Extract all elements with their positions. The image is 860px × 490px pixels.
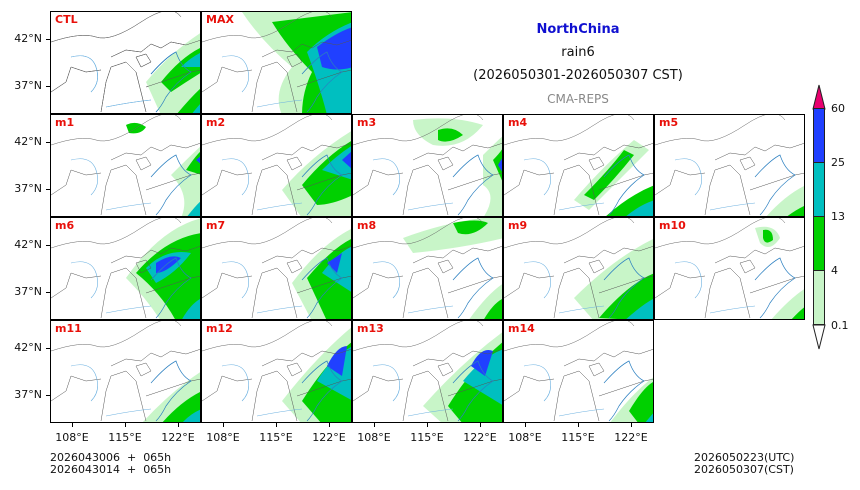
panel-m8: m8 — [352, 217, 503, 320]
xtick — [125, 423, 126, 427]
panel-m1: m1 — [50, 114, 201, 217]
panel-m2: m2 — [201, 114, 352, 217]
panel-m12: m12 — [201, 320, 352, 423]
xtick-label-108e: 108°E — [357, 431, 391, 444]
panel-ctl: CTL — [50, 11, 201, 114]
panel-label: m2 — [206, 116, 226, 129]
panel-max: MAX — [201, 11, 352, 114]
ytick — [46, 39, 50, 40]
xtick-label-115e: 115°E — [561, 431, 595, 444]
panel-label: m4 — [508, 116, 528, 129]
colorbar-segment-25-60 — [813, 108, 825, 163]
xtick-label-115e: 115°E — [108, 431, 142, 444]
panel-m4: m4 — [503, 114, 654, 217]
xtick — [178, 423, 179, 427]
init-time-1: 2026043006 + 065h — [50, 451, 172, 464]
panel-m13: m13 — [352, 320, 503, 423]
xtick — [276, 423, 277, 427]
ytick-label-42n: 42°N — [14, 135, 42, 148]
ytick — [46, 189, 50, 190]
panel-label: m6 — [55, 219, 75, 232]
panel-m9: m9 — [503, 217, 654, 320]
panel-label: m13 — [357, 322, 384, 335]
xtick-label-108e: 108°E — [508, 431, 542, 444]
ytick-label-37n: 37°N — [14, 388, 42, 401]
colorbar-label: 0.1 — [831, 319, 849, 332]
xtick — [427, 423, 428, 427]
xtick — [525, 423, 526, 427]
model-label: CMA-REPS — [547, 92, 609, 106]
xtick — [631, 423, 632, 427]
xtick — [374, 423, 375, 427]
xtick — [578, 423, 579, 427]
ytick-label-42n: 42°N — [14, 238, 42, 251]
panel-label: m5 — [659, 116, 679, 129]
colorbar-segment-13-25 — [813, 162, 825, 217]
xtick-label-108e: 108°E — [55, 431, 89, 444]
chart-title: NorthChina — [536, 22, 620, 37]
xtick-label-122e: 122°E — [161, 431, 195, 444]
panel-label: m8 — [357, 219, 377, 232]
panel-label: CTL — [55, 13, 78, 26]
xtick — [480, 423, 481, 427]
panel-label: MAX — [206, 13, 234, 26]
init-time-2: 2026043014 + 065h — [50, 463, 172, 476]
valid-time-cst: 2026050307(CST) — [694, 463, 794, 476]
panel-label: m9 — [508, 219, 528, 232]
panel-m7: m7 — [201, 217, 352, 320]
colorbar-min-extend — [812, 324, 826, 350]
ytick — [46, 292, 50, 293]
xtick-label-108e: 108°E — [206, 431, 240, 444]
panel-m11: m11 — [50, 320, 201, 423]
ytick-label-37n: 37°N — [14, 285, 42, 298]
panel-m14: m14 — [503, 320, 654, 423]
valid-time-utc: 2026050223(UTC) — [694, 451, 795, 464]
ytick-label-42n: 42°N — [14, 341, 42, 354]
ytick — [46, 86, 50, 87]
xtick-label-122e: 122°E — [614, 431, 648, 444]
xtick — [329, 423, 330, 427]
panel-m6: m6 — [50, 217, 201, 320]
ytick-label-42n: 42°N — [14, 32, 42, 45]
xtick-label-115e: 115°E — [259, 431, 293, 444]
colorbar-label: 13 — [831, 210, 845, 223]
panel-m5: m5 — [654, 114, 805, 217]
period-label: (2026050301-2026050307 CST) — [473, 68, 683, 83]
panel-label: m3 — [357, 116, 377, 129]
colorbar-label: 25 — [831, 156, 845, 169]
panel-label: m12 — [206, 322, 233, 335]
ytick-label-37n: 37°N — [14, 182, 42, 195]
ytick — [46, 142, 50, 143]
ytick — [46, 245, 50, 246]
ytick — [46, 395, 50, 396]
colorbar-segment-4-13 — [813, 216, 825, 271]
panel-label: m11 — [55, 322, 82, 335]
xtick — [223, 423, 224, 427]
ytick — [46, 348, 50, 349]
colorbar-label: 4 — [831, 264, 838, 277]
panel-label: m10 — [659, 219, 686, 232]
xtick-label-115e: 115°E — [410, 431, 444, 444]
ytick-label-37n: 37°N — [14, 79, 42, 92]
xtick-label-122e: 122°E — [312, 431, 346, 444]
xtick — [72, 423, 73, 427]
panel-label: m1 — [55, 116, 75, 129]
colorbar-max-extend — [812, 84, 826, 110]
panel-label: m7 — [206, 219, 226, 232]
panel-label: m14 — [508, 322, 535, 335]
xtick-label-122e: 122°E — [463, 431, 497, 444]
colorbar-label: 60 — [831, 102, 845, 115]
colorbar-segment-0.1-4 — [813, 270, 825, 325]
panel-m10: m10 — [654, 217, 805, 320]
panel-m3: m3 — [352, 114, 503, 217]
variable-label: rain6 — [561, 45, 595, 60]
